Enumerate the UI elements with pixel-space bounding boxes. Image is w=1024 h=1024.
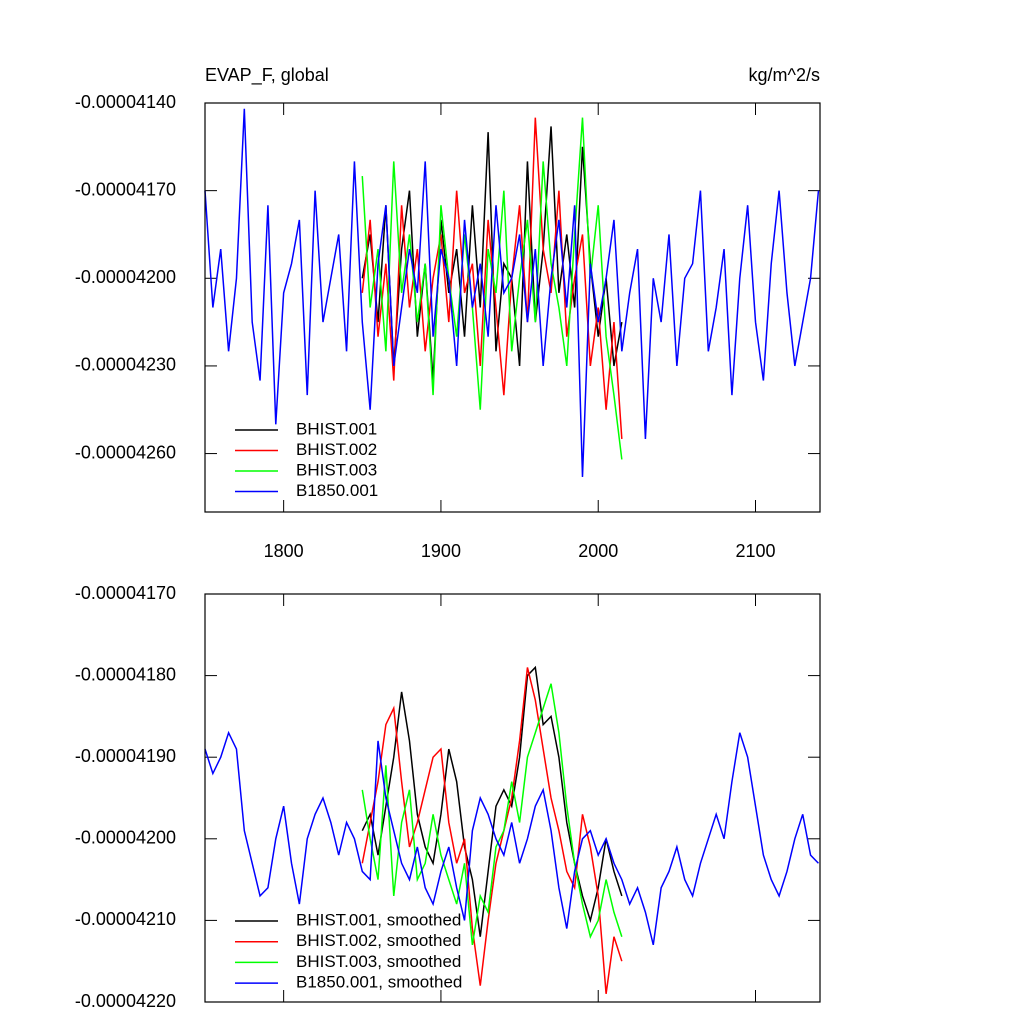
series-line — [361, 667, 623, 994]
legend-label: BHIST.001, smoothed — [296, 910, 461, 929]
series-line — [361, 117, 623, 460]
series-line — [361, 683, 623, 945]
y-tick-label: -0.00004200 — [75, 267, 176, 287]
x-tick-label: 1900 — [421, 541, 461, 561]
legend-label: BHIST.001 — [296, 419, 377, 438]
y-tick-label: -0.00004230 — [75, 355, 176, 375]
legend-label: B1850.001, smoothed — [296, 973, 462, 992]
y-tick-label: -0.00004180 — [75, 664, 176, 684]
series-line — [204, 730, 819, 946]
y-tick-label: -0.00004170 — [75, 583, 176, 603]
legend-label: BHIST.002 — [296, 440, 377, 459]
series-line — [204, 108, 820, 477]
y-tick-label: -0.00004210 — [75, 909, 176, 929]
y-tick-label: -0.00004140 — [75, 92, 176, 112]
x-tick-label: 1800 — [264, 541, 304, 561]
legend-label: BHIST.003 — [296, 460, 377, 479]
series-line — [361, 665, 623, 937]
plot-frame — [204, 593, 821, 1003]
series-line — [361, 126, 623, 381]
y-tick-label: -0.00004170 — [75, 179, 176, 199]
y-tick-label: -0.00004260 — [75, 442, 176, 462]
chart-title: EVAP_F, global — [205, 65, 329, 86]
x-tick-label: 2000 — [578, 541, 618, 561]
x-tick-label: 2100 — [735, 541, 775, 561]
legend-label: B1850.001 — [296, 481, 378, 500]
y-tick-label: -0.00004200 — [75, 828, 176, 848]
units-label: kg/m^2/s — [749, 65, 820, 85]
legend-label: BHIST.002, smoothed — [296, 931, 461, 950]
plot-frame — [204, 102, 821, 513]
legend-label: BHIST.003, smoothed — [296, 952, 461, 971]
y-tick-label: -0.00004220 — [75, 991, 176, 1011]
y-tick-label: -0.00004190 — [75, 746, 176, 766]
